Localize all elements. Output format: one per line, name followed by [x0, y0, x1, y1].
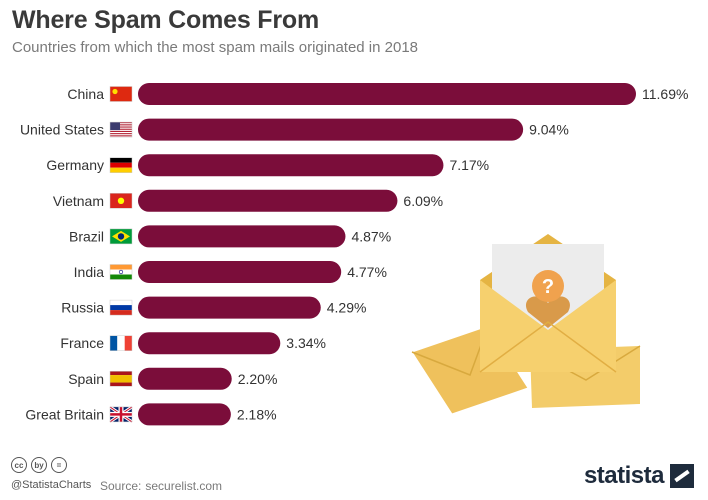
spam-envelope-illustration: ?	[411, 234, 641, 415]
bar	[138, 154, 444, 177]
bar-chart: China 11.69% United States 9.04% Germany 7.17…	[20, 83, 688, 426]
bar	[138, 403, 231, 426]
source-label: Source:	[100, 479, 142, 493]
data-label: 3.34%	[286, 335, 326, 351]
bar	[138, 261, 342, 283]
bar	[138, 296, 321, 319]
data-label: 9.04%	[529, 122, 569, 138]
data-label: 4.29%	[327, 300, 367, 316]
category-label: Vietnam	[53, 193, 104, 209]
license-icons: cc by =	[11, 457, 67, 473]
uk-flag-icon	[109, 405, 133, 424]
data-label: 6.09%	[403, 193, 443, 209]
category-label: Germany	[46, 157, 104, 173]
data-label: 2.18%	[237, 406, 277, 422]
category-label: United States	[20, 122, 104, 138]
attribution-icon: by	[31, 457, 47, 473]
chart-title: Where Spam Comes From	[12, 6, 319, 34]
spain-flag-icon	[109, 371, 133, 387]
no-derivatives-icon: =	[51, 457, 67, 473]
category-label: Russia	[61, 300, 104, 316]
bar	[138, 118, 524, 141]
category-label: Spain	[68, 371, 104, 387]
category-label: Great Britain	[25, 406, 104, 422]
category-label: China	[67, 86, 104, 102]
bar	[138, 225, 346, 248]
bar	[138, 83, 636, 105]
usa-flag-icon	[109, 121, 133, 138]
source-line: Source: securelist.com	[100, 479, 222, 493]
data-label: 11.69%	[642, 86, 688, 102]
svg-text:?: ?	[542, 276, 554, 298]
bar	[138, 367, 232, 390]
data-label: 4.87%	[351, 228, 391, 244]
statista-logo-icon	[670, 464, 694, 488]
source-link[interactable]: securelist.com	[145, 479, 223, 493]
chart-subtitle: Countries from which the most spam mails…	[12, 39, 419, 56]
category-label: France	[60, 335, 104, 351]
china-flag-icon	[109, 86, 133, 102]
brand-name: statista	[583, 462, 665, 489]
data-label: 7.17%	[449, 157, 489, 173]
data-label: 4.77%	[347, 264, 387, 280]
india-flag-icon	[109, 264, 133, 280]
germany-flag-icon	[109, 157, 133, 173]
twitter-handle[interactable]: @StatistaCharts	[11, 479, 92, 491]
bar	[138, 332, 281, 355]
cc-license-icon: cc	[11, 457, 27, 473]
category-label: India	[74, 264, 105, 280]
brazil-flag-icon	[109, 228, 133, 245]
category-label: Brazil	[69, 228, 104, 244]
envelope-main-icon: ?	[479, 234, 617, 373]
data-label: 2.20%	[238, 371, 278, 387]
statista-logo[interactable]: statista	[584, 462, 694, 490]
vietnam-flag-icon	[109, 193, 133, 209]
bar	[138, 189, 398, 212]
france-flag-icon	[109, 335, 133, 351]
russia-flag-icon	[109, 299, 133, 316]
